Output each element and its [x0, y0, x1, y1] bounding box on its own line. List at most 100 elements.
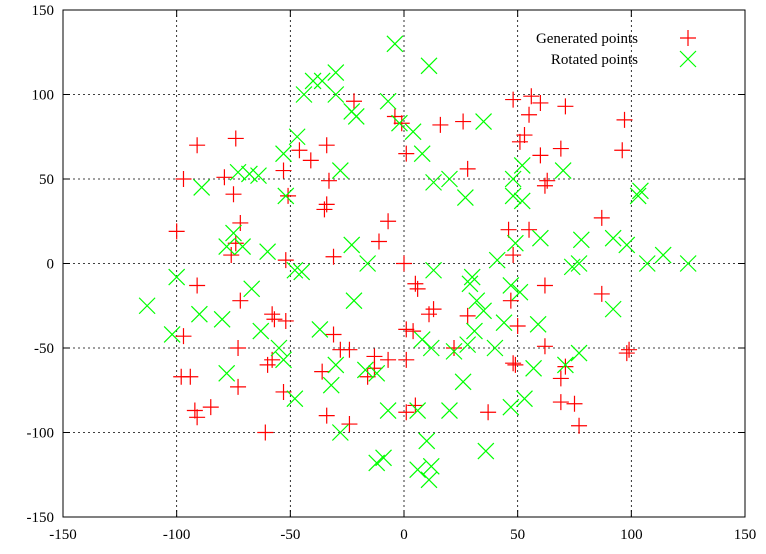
data-point [405, 323, 422, 340]
data-point [425, 261, 442, 279]
data-point [380, 351, 397, 368]
data-point [182, 368, 199, 385]
data-point [521, 106, 538, 123]
data-point [654, 246, 672, 264]
x-tick-label: 50 [510, 527, 525, 543]
data-point [286, 390, 304, 408]
data-point [277, 312, 294, 329]
data-point [345, 292, 363, 310]
data-point [421, 306, 438, 323]
data-point [525, 359, 543, 377]
data-point [504, 170, 522, 188]
data-point [504, 187, 522, 205]
y-tick-label: 0 [47, 257, 55, 273]
data-point [511, 133, 528, 150]
data-point [532, 147, 549, 164]
data-point [468, 292, 486, 310]
data-point [604, 229, 622, 247]
data-point [343, 236, 361, 254]
data-point [302, 152, 319, 169]
data-point [477, 442, 495, 460]
axis-ticks: -150 -100 -50 0 50 100 150 -150 -100 -50 0 50 100 150 [27, 3, 757, 543]
data-point [629, 187, 647, 205]
data-point [495, 314, 513, 332]
data-point [557, 358, 574, 375]
data-point [486, 339, 504, 357]
data-point [521, 221, 538, 238]
data-point [557, 98, 574, 115]
data-point [432, 116, 449, 133]
data-point [398, 404, 415, 421]
data-point [552, 370, 569, 387]
data-point [445, 342, 463, 360]
x-tick-label: -100 [163, 527, 191, 543]
data-point [536, 338, 553, 355]
data-point [413, 331, 431, 348]
data-point [186, 402, 203, 419]
x-tick-label: 100 [620, 527, 643, 543]
x-tick-label: 0 [400, 527, 408, 543]
data-point [327, 86, 345, 103]
data-point [331, 162, 349, 179]
y-tick-label: 150 [32, 3, 55, 19]
data-point [304, 72, 322, 90]
data-point [502, 277, 520, 294]
data-point [593, 209, 610, 226]
data-point [572, 231, 590, 249]
y-tick-label: -150 [27, 510, 55, 526]
data-point [193, 179, 211, 196]
data-point [234, 238, 252, 256]
data-point [286, 261, 304, 279]
data-point [420, 57, 438, 75]
data-point [366, 360, 383, 377]
data-point [318, 407, 335, 424]
legend-marker [680, 30, 696, 46]
data-point [168, 268, 186, 286]
data-point [505, 355, 522, 372]
data-point [379, 92, 397, 110]
data-point [563, 258, 581, 276]
plot-area [138, 35, 697, 489]
data-point [316, 201, 333, 218]
data-point [616, 111, 633, 128]
data-point [556, 356, 574, 374]
data-point [398, 351, 415, 368]
data-point [536, 277, 553, 294]
data-point [175, 328, 192, 345]
data-point [407, 397, 424, 414]
data-point [318, 137, 335, 154]
data-point [243, 280, 261, 298]
data-point [614, 142, 631, 159]
data-point [277, 187, 295, 205]
data-point [466, 322, 483, 340]
data-point [230, 340, 247, 356]
data-point [396, 255, 412, 272]
data-point [571, 417, 588, 434]
data-point [570, 255, 588, 272]
data-point [232, 292, 249, 309]
data-point [536, 177, 553, 194]
data-point [291, 142, 308, 159]
data-point [409, 461, 427, 479]
data-point [175, 171, 192, 187]
data-point [230, 378, 247, 395]
data-point [189, 137, 206, 154]
data-point [225, 186, 242, 203]
series-rotated-points [138, 35, 697, 489]
data-point [679, 255, 697, 272]
data-point [461, 275, 479, 293]
data-point [446, 340, 463, 356]
data-point [280, 187, 297, 204]
data-point [604, 300, 622, 318]
data-point [618, 345, 635, 362]
legend-marker [679, 50, 697, 68]
data-point [275, 145, 292, 163]
y-tick-label: -50 [34, 341, 54, 357]
data-point [223, 247, 240, 264]
data-point [441, 170, 458, 188]
data-point [368, 364, 386, 382]
data-point [529, 315, 547, 333]
data-point [516, 127, 533, 144]
y-tick-label: -100 [27, 426, 55, 442]
